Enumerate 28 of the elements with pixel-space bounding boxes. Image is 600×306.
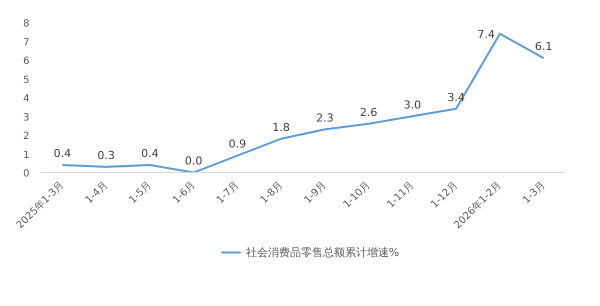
data-label: 0.0: [184, 154, 202, 168]
x-tick-label: 1-5月: [127, 180, 154, 206]
data-label: 6.1: [534, 40, 552, 54]
data-label: 0.4: [141, 147, 159, 160]
data-label: 7.4: [477, 28, 495, 41]
data-label: 0.3: [97, 148, 115, 162]
x-tick-label: 1-4月: [84, 180, 110, 206]
data-label: 3.0: [404, 98, 422, 112]
y-tick-label: 3: [23, 112, 30, 124]
y-tick-label: 6: [23, 56, 30, 67]
y-tick-label: 5: [23, 74, 30, 86]
x-tick-label: 1-7月: [214, 180, 242, 206]
y-tick-label: 0: [23, 168, 30, 180]
data-label: 1.8: [272, 120, 290, 134]
x-tick-label: 1-6月: [171, 180, 198, 206]
y-tick-label: 1: [23, 150, 30, 161]
data-label: 2.3: [316, 111, 334, 124]
legend-label: 社会消费品零售总额累计增速%: [246, 244, 400, 260]
data-label: 0.4: [54, 147, 72, 160]
y-tick-label: 7: [23, 37, 30, 48]
x-tick-label: 1-3月: [521, 180, 548, 206]
x-tick-label: 1-9月: [302, 180, 329, 206]
y-tick-label: 2: [23, 131, 30, 142]
y-tick-label: 8: [23, 18, 30, 30]
data-label: 0.9: [228, 138, 246, 151]
data-label: 2.6: [360, 106, 378, 119]
y-tick-label: 4: [23, 94, 30, 104]
x-tick-label: 1-8月: [258, 180, 286, 206]
